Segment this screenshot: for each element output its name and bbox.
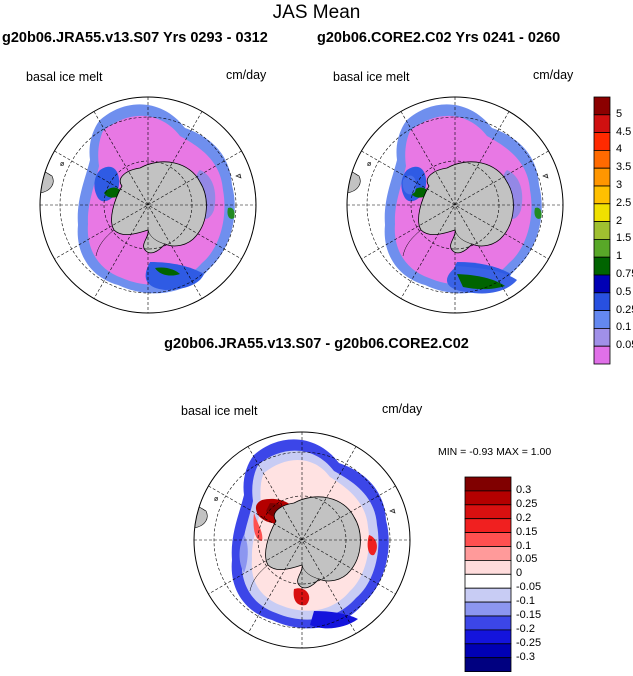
colorbar-top-box-12	[593, 310, 611, 329]
colorbar-diff-label-8: -0.1	[516, 595, 535, 608]
panel-1-units-label: cm/day	[226, 68, 267, 82]
colorbar-diff	[464, 476, 512, 673]
colorbar-top-box-5	[593, 185, 611, 205]
colorbar-top-label-3: 3.5	[616, 161, 632, 174]
colorbar-diff-label-4: 0.1	[516, 539, 532, 552]
polar-map-diff-panel	[193, 431, 411, 649]
colorbar-top-label-7: 1.5	[616, 232, 632, 245]
colorbar-diff-box-8	[464, 587, 512, 603]
colorbar-diff-label-10: -0.2	[516, 622, 535, 635]
colorbar-top-label-4: 3	[616, 179, 623, 191]
colorbar-diff-box-2	[464, 504, 512, 520]
polar-map-panel-1	[39, 96, 257, 314]
diff-units-label: cm/day	[382, 402, 423, 416]
colorbar-top-label-8: 1	[616, 250, 623, 263]
colorbar-diff-box-6	[464, 560, 512, 575]
colorbar-top-label-6: 2	[616, 214, 623, 227]
colorbar-top-box-1	[593, 114, 611, 134]
colorbar-diff-box-9	[464, 601, 512, 617]
colorbar-top-box-0	[593, 96, 611, 116]
diff-panel-title: g20b06.JRA55.v13.S07 - g20b06.CORE2.C02	[164, 336, 469, 352]
colorbar-diff-label-7: -0.05	[516, 581, 542, 594]
colorbar-top-box-13	[593, 327, 611, 347]
colorbar-top-label-11: 0.25	[616, 303, 633, 316]
colorbar-diff-box-3	[464, 518, 512, 534]
colorbar-top	[593, 96, 611, 365]
colorbar-top-box-10	[593, 274, 611, 294]
colorbar-top-box-7	[593, 221, 611, 240]
colorbar-top-box-14	[593, 345, 611, 365]
diff-min-max-label: MIN = -0.93 MAX = 1.00	[438, 446, 552, 458]
diff-variable-label: basal ice melt	[181, 404, 258, 418]
colorbar-diff-label-3: 0.15	[516, 525, 538, 538]
colorbar-top-box-6	[593, 203, 611, 223]
colorbar-diff-box-1	[464, 490, 512, 506]
panel-1-variable-label: basal ice melt	[26, 70, 103, 84]
panel-2-units-label: cm/day	[533, 68, 574, 82]
colorbar-top-label-0: 5	[616, 107, 623, 120]
polar-map-panel-2	[346, 96, 564, 314]
colorbar-diff-box-13	[464, 657, 512, 673]
colorbar-top-label-9: 0.75	[616, 268, 633, 280]
colorbar-diff-label-5: 0.05	[516, 553, 538, 566]
colorbar-diff-label-11: -0.25	[516, 636, 542, 649]
colorbar-top-box-9	[593, 256, 611, 276]
colorbar-top-box-4	[593, 167, 611, 187]
colorbar-diff-box-10	[464, 615, 512, 631]
colorbar-diff-label-12: -0.3	[516, 650, 535, 663]
colorbar-top-box-2	[593, 132, 611, 151]
colorbar-top-label-13: 0.05	[616, 339, 633, 352]
colorbar-top-label-2: 4	[616, 143, 623, 156]
colorbar-diff-box-5	[464, 546, 512, 561]
colorbar-top-box-3	[593, 149, 611, 169]
colorbar-diff-label-1: 0.25	[516, 497, 538, 510]
panel-2-variable-label: basal ice melt	[333, 70, 410, 84]
colorbar-top-label-1: 4.5	[616, 125, 632, 138]
colorbar-diff-box-7	[464, 573, 512, 589]
panel-2-title: g20b06.CORE2.C02 Yrs 0241 - 0260	[317, 30, 561, 46]
colorbar-diff-box-12	[464, 643, 512, 659]
colorbar-diff-box-0	[464, 476, 512, 492]
colorbar-top-label-5: 2.5	[616, 196, 632, 209]
colorbar-top-box-11	[593, 292, 611, 311]
colorbar-diff-label-9: -0.15	[516, 609, 542, 621]
colorbar-diff-label-6: 0	[516, 567, 523, 580]
colorbar-diff-label-2: 0.2	[516, 511, 532, 524]
colorbar-diff-label-0: 0.3	[516, 483, 532, 496]
colorbar-top-label-10: 0.5	[616, 285, 632, 298]
colorbar-top-box-8	[593, 238, 611, 258]
colorbar-top-label-12: 0.1	[616, 321, 632, 334]
panel-1-title: g20b06.JRA55.v13.S07 Yrs 0293 - 0312	[2, 30, 268, 46]
figure-title: JAS Mean	[272, 2, 361, 23]
colorbar-diff-box-11	[464, 629, 512, 645]
colorbar-diff-box-4	[464, 532, 512, 547]
